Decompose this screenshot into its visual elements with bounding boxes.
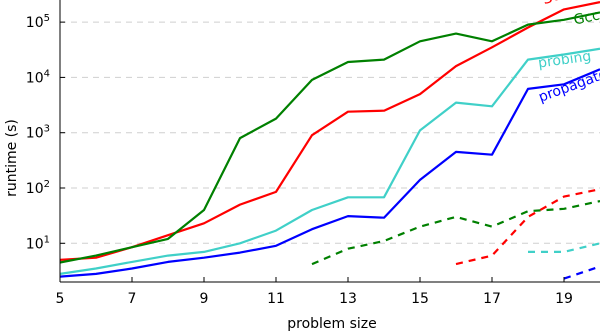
y-tick-label: 104 bbox=[26, 68, 50, 86]
series-line-dashed-4 bbox=[455, 188, 600, 266]
y-tick-label: 101 bbox=[26, 234, 50, 252]
x-tick-label: 7 bbox=[128, 291, 137, 307]
series-lines bbox=[59, 1, 600, 280]
series-line-sortedness bbox=[59, 1, 600, 261]
line-label-probing: probing bbox=[537, 48, 592, 71]
y-tick-label: 105 bbox=[26, 13, 50, 31]
series-line-dashed-6 bbox=[528, 242, 600, 253]
x-tick-label: 15 bbox=[411, 291, 429, 307]
axes: 5 7 9 11 13 15 17 19 101 102 103 104 105 bbox=[26, 0, 600, 307]
x-tick-label: 11 bbox=[267, 291, 285, 307]
x-tick-label: 9 bbox=[200, 291, 209, 307]
x-axis-label: problem size bbox=[287, 316, 377, 332]
grid-lines bbox=[60, 21, 600, 244]
x-tick-label: 5 bbox=[56, 291, 65, 307]
line-label-gcc: Gcc bbox=[572, 7, 600, 28]
series-line-probing bbox=[59, 47, 600, 275]
series-line-dashed-5 bbox=[311, 200, 600, 266]
line-labels: SortednessGccprobingpropagator bbox=[536, 0, 600, 106]
y-axis-label: runtime (s) bbox=[4, 119, 20, 197]
series-line-propagator bbox=[59, 68, 600, 278]
series-line-dashed-7 bbox=[563, 265, 600, 280]
x-tick-label: 13 bbox=[339, 291, 357, 307]
x-tick-label: 17 bbox=[483, 291, 501, 307]
y-tick-label: 103 bbox=[26, 124, 50, 142]
y-tick-label: 102 bbox=[26, 179, 50, 197]
series-line-gcc bbox=[59, 11, 600, 264]
x-tick-label: 19 bbox=[555, 291, 573, 307]
